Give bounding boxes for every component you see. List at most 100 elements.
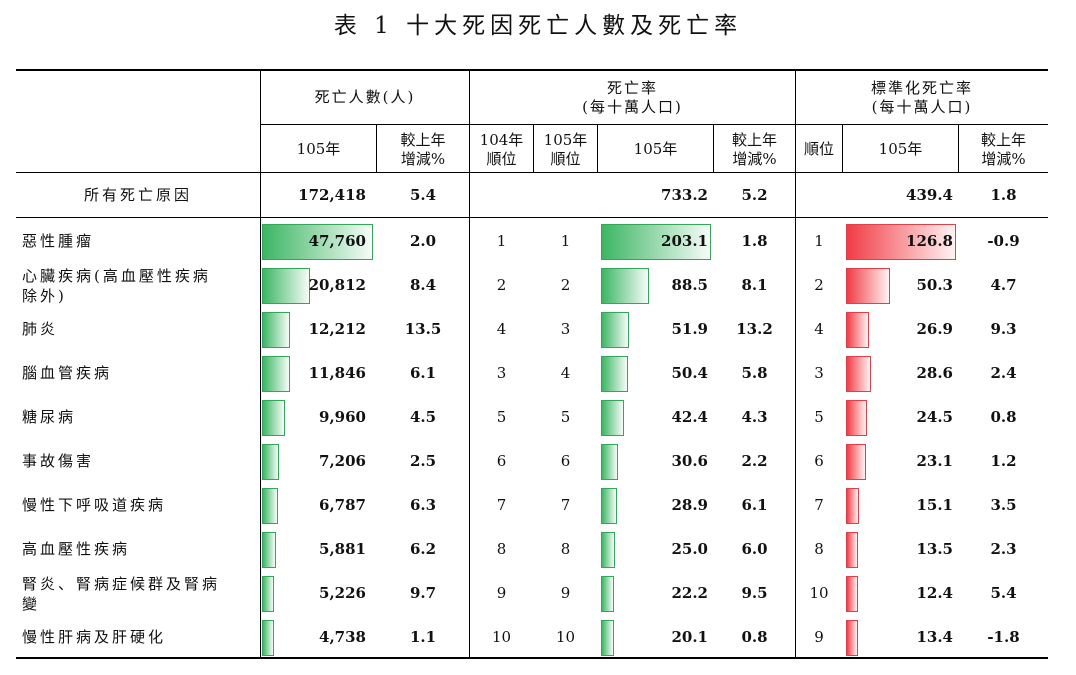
std-rate-change: 2.3: [990, 540, 1017, 558]
std-rate-value: 23.1: [916, 452, 953, 470]
deaths-value: 12,212: [308, 320, 366, 338]
rank-104: 8: [496, 540, 507, 558]
rate-change: 2.2: [741, 452, 768, 470]
std-rate-value: 126.8: [906, 232, 953, 250]
rate-value: 51.9: [671, 320, 708, 338]
rank-104: 2: [496, 276, 507, 294]
std-rate-bar: [846, 311, 870, 348]
std-rate-change: -1.8: [987, 628, 1020, 646]
deaths-bar: [262, 399, 286, 436]
rate-value: 88.5: [671, 276, 708, 294]
rank-105: 2: [560, 276, 571, 294]
std-rate-change: 4.7: [990, 276, 1017, 294]
std-rate-value: 13.4: [916, 628, 953, 646]
rank-105: 8: [560, 540, 571, 558]
total-deaths-change: 5.4: [409, 186, 437, 204]
rank-105: 10: [555, 628, 576, 646]
cause-label-line1: 心臟疾病(高血壓性疾病: [22, 266, 211, 285]
cause-label: 糖尿病: [22, 408, 77, 426]
deaths-change: 8.4: [409, 276, 437, 294]
std-rank: 5: [814, 408, 824, 426]
rank-104: 7: [496, 496, 507, 514]
cause-label: 事故傷害: [22, 452, 95, 470]
deaths-bar: [262, 267, 311, 304]
std-rate-value: 26.9: [916, 320, 953, 338]
deaths-value: 5,226: [319, 584, 366, 602]
vrule-sub: [376, 124, 377, 172]
cause-label-line1: 腎炎、腎病症候群及腎病: [22, 574, 221, 593]
rate-change: 1.8: [741, 232, 768, 250]
deaths-value: 47,760: [308, 232, 366, 250]
vrule-label: [260, 70, 261, 658]
rate-change: 4.3: [741, 408, 768, 426]
std-rate-change: -0.9: [987, 232, 1020, 250]
cause-label: 惡性腫瘤: [22, 232, 95, 250]
vrule-rate: [795, 70, 796, 658]
total-rate: 733.2: [661, 186, 708, 204]
subheader-rate-yoy-l2: 增減%: [732, 150, 777, 168]
rate-change: 13.2: [736, 320, 773, 338]
std-rate-bar: [846, 223, 956, 260]
deaths-change: 4.5: [409, 408, 437, 426]
cause-label: 肺炎: [22, 320, 59, 338]
deaths-value: 5,881: [319, 540, 366, 558]
rate-bar: [601, 443, 618, 480]
rate-bar: [601, 575, 614, 612]
deaths-bar: [262, 311, 291, 348]
vrule-sub: [597, 124, 598, 172]
deaths-bar: [262, 487, 278, 524]
rank-104: 5: [496, 408, 507, 426]
header-std-line2: (每十萬人口): [871, 98, 973, 116]
std-rate-bar: [846, 531, 858, 568]
std-rank: 10: [809, 584, 829, 602]
std-rate-value: 15.1: [916, 496, 953, 514]
rate-value: 42.4: [671, 408, 708, 426]
rate-bar: [601, 487, 617, 524]
std-rate-value: 13.5: [916, 540, 953, 558]
total-deaths: 172,418: [298, 186, 366, 204]
header-rate-line2: (每十萬人口): [582, 98, 683, 116]
rate-change: 0.8: [741, 628, 768, 646]
std-rate-bar: [846, 443, 866, 480]
cause-label: 慢性下呼吸道疾病: [22, 496, 167, 514]
vrule-sub: [713, 124, 714, 172]
std-rate-bar: [846, 267, 890, 304]
rule-header-bottom: [16, 172, 1048, 173]
cause-label: 高血壓性疾病: [22, 540, 131, 558]
rank-104: 4: [496, 320, 507, 338]
subheader-std-105: 105年: [878, 140, 923, 158]
rank-105: 6: [560, 452, 571, 470]
std-rank: 6: [814, 452, 824, 470]
subheader-deaths-yoy-l1: 較上年: [400, 131, 446, 149]
std-rate-bar: [846, 575, 858, 612]
rank-104: 9: [496, 584, 507, 602]
std-rank: 9: [814, 628, 824, 646]
rank-105: 9: [560, 584, 571, 602]
deaths-change: 2.0: [409, 232, 437, 250]
rank-105: 7: [560, 496, 571, 514]
std-rate-bar: [846, 619, 858, 656]
rank-104: 10: [491, 628, 512, 646]
deaths-change: 1.1: [409, 628, 437, 646]
deaths-bar: [262, 355, 290, 392]
rule-header-sub: [260, 124, 1048, 125]
rate-value: 25.0: [671, 540, 708, 558]
vrule-sub: [533, 124, 534, 172]
subheader-rank105-l2: 順位: [550, 150, 581, 168]
deaths-value: 9,960: [319, 408, 366, 426]
std-rank: 2: [814, 276, 824, 294]
header-rate-line1: 死亡率: [606, 79, 658, 97]
deaths-value: 7,206: [319, 452, 366, 470]
std-rate-bar: [846, 487, 860, 524]
total-rate-change: 5.2: [741, 186, 768, 204]
std-rate-change: 1.2: [990, 452, 1017, 470]
subheader-std-yoy-l2: 增減%: [981, 150, 1026, 168]
total-std-change: 1.8: [990, 186, 1017, 204]
subheader-rate-yoy-l1: 較上年: [731, 131, 777, 149]
deaths-change: 2.5: [409, 452, 437, 470]
deaths-change: 9.7: [409, 584, 437, 602]
header-deaths: 死亡人數(人): [314, 88, 416, 106]
subheader-deaths-105: 105年: [296, 140, 341, 158]
subheader-deaths-yoy-l2: 增減%: [400, 150, 446, 168]
std-rate-change: 2.4: [990, 364, 1017, 382]
